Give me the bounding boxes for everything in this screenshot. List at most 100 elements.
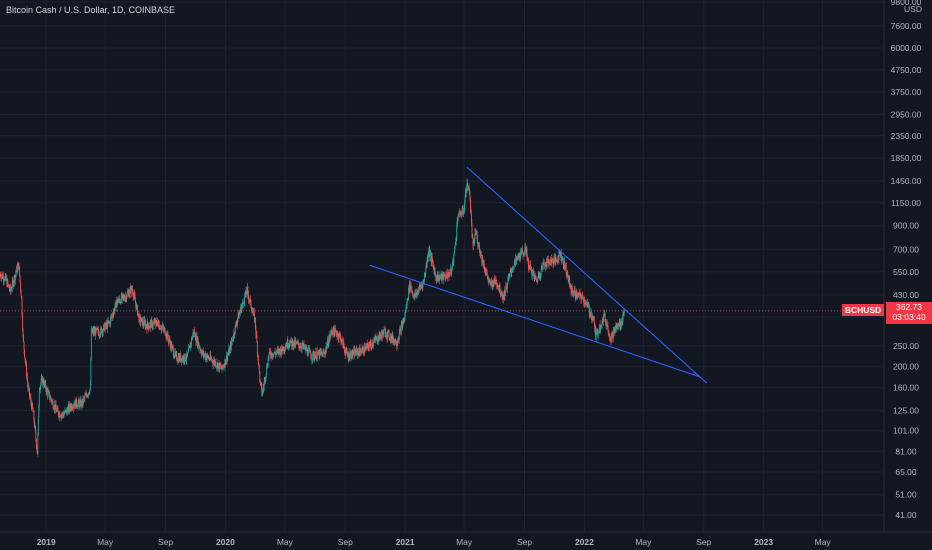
candle-body xyxy=(8,284,10,288)
candle-body xyxy=(114,307,116,312)
candle-body xyxy=(6,279,8,287)
candle-body xyxy=(91,328,93,333)
candle-body xyxy=(326,344,328,349)
currency-label: USD xyxy=(904,4,922,14)
candle-body xyxy=(134,296,136,302)
candle-body xyxy=(20,281,22,290)
candle-body xyxy=(317,350,319,354)
candle-body xyxy=(28,387,30,389)
candle-body xyxy=(46,387,48,393)
candle-body xyxy=(209,359,211,361)
candle-body xyxy=(617,323,619,328)
candle-body xyxy=(61,414,63,416)
candle-body xyxy=(109,322,111,325)
candle-body xyxy=(201,352,203,355)
candle-body xyxy=(233,332,235,339)
candle-body xyxy=(280,351,282,355)
candle-body xyxy=(406,298,408,305)
candle-body xyxy=(173,356,175,358)
candle-body xyxy=(491,281,493,283)
candle-body xyxy=(21,298,23,316)
candle-body xyxy=(236,321,238,325)
candle-body xyxy=(112,316,114,317)
candle-body xyxy=(483,263,485,270)
candle-body xyxy=(367,343,369,345)
candle-body xyxy=(173,355,175,357)
candle-body xyxy=(123,296,125,299)
candle-body xyxy=(590,311,592,318)
candle-body xyxy=(340,341,342,343)
candle-body xyxy=(375,338,377,340)
candle-body xyxy=(256,342,258,354)
candle-body xyxy=(583,298,585,303)
candle-body xyxy=(108,321,110,323)
candle-body xyxy=(622,314,624,316)
candle-body xyxy=(418,289,420,294)
candle-body xyxy=(599,324,601,333)
candle-body xyxy=(49,398,51,400)
y-tick-label: 550.00 xyxy=(893,267,919,277)
candle-body xyxy=(251,311,253,313)
candle-body xyxy=(466,187,468,193)
candle-body xyxy=(278,348,280,351)
candle-body xyxy=(533,273,535,275)
candle-body xyxy=(241,306,243,313)
candle-body xyxy=(78,399,80,403)
candle-body xyxy=(301,345,303,349)
candle-body xyxy=(587,304,589,307)
candle-body xyxy=(31,403,33,409)
candle-body xyxy=(260,383,262,386)
grid xyxy=(0,0,884,532)
candle-body xyxy=(226,355,228,361)
candle-body xyxy=(469,188,470,196)
candle-body xyxy=(513,263,515,269)
candle-body xyxy=(243,303,245,305)
candle-body xyxy=(543,262,545,263)
candle-body xyxy=(419,286,421,288)
candle-body xyxy=(227,354,229,356)
candle-body xyxy=(336,334,338,337)
candle-body xyxy=(116,299,118,302)
candle-body xyxy=(532,270,534,272)
candle-body xyxy=(12,280,14,282)
candle-body xyxy=(285,346,287,348)
candle-body xyxy=(110,316,112,319)
candle-body xyxy=(391,334,393,340)
candle-body xyxy=(10,289,12,291)
candle-body xyxy=(269,349,271,353)
candle-body xyxy=(554,257,556,264)
candle-body xyxy=(573,293,575,294)
candle-body xyxy=(468,185,470,189)
candle-body xyxy=(230,340,232,349)
candle-body xyxy=(31,403,33,409)
candle-body xyxy=(167,333,169,339)
candle-body xyxy=(11,280,13,288)
candle-body xyxy=(290,338,292,342)
candle-body xyxy=(23,341,25,350)
candle-body xyxy=(344,351,346,355)
candle-body xyxy=(85,393,87,396)
candle-body xyxy=(222,364,223,368)
candle-body xyxy=(58,413,60,418)
candle-body xyxy=(146,322,148,330)
candle-body xyxy=(433,265,435,268)
y-tick-label: 7600.00 xyxy=(891,21,922,31)
candle-body xyxy=(548,259,550,263)
y-tick-label: 1150.00 xyxy=(891,198,921,208)
candle-body xyxy=(122,294,124,296)
candle-body xyxy=(304,346,305,348)
candle-body xyxy=(104,326,106,331)
candle-body xyxy=(616,326,618,329)
candle-body xyxy=(46,387,48,391)
candle-body xyxy=(462,208,464,214)
candle-body xyxy=(434,270,436,274)
x-tick-label: 2019 xyxy=(37,537,56,547)
candle-body xyxy=(499,293,501,295)
candle-body xyxy=(306,348,308,355)
candle-body xyxy=(275,353,276,355)
candle-body xyxy=(45,382,47,390)
candle-body xyxy=(76,405,78,407)
candle-body xyxy=(1,275,2,279)
candle-body xyxy=(249,299,250,301)
